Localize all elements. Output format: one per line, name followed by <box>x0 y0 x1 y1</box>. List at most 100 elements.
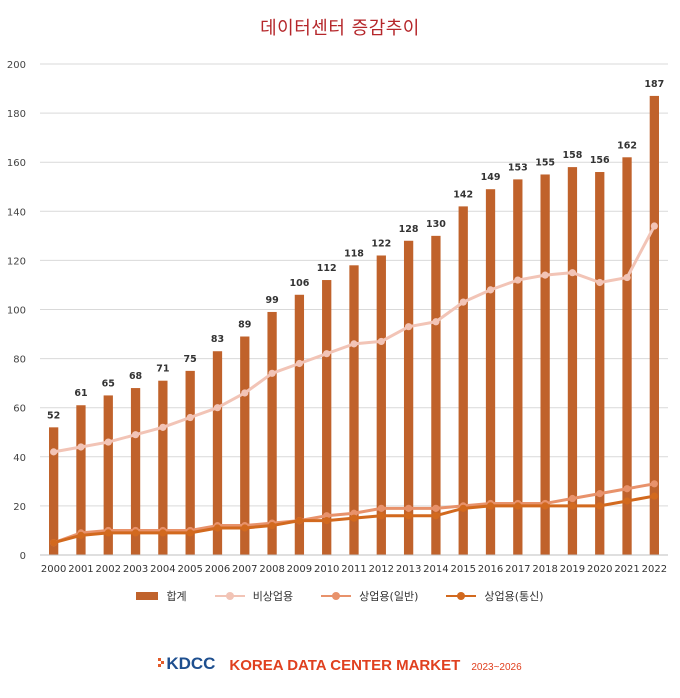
bar-data-label: 162 <box>617 140 637 151</box>
line-series <box>50 222 658 547</box>
bar <box>458 206 468 555</box>
bar <box>49 427 59 555</box>
bar <box>240 336 250 555</box>
series-point-3 <box>323 517 331 525</box>
x-tick-label: 2014 <box>423 564 448 575</box>
x-tick-label: 2016 <box>478 564 503 575</box>
x-tick-label: 2002 <box>96 564 121 575</box>
series-point-3 <box>596 502 604 510</box>
y-tick-label: 200 <box>7 60 26 71</box>
series-point-1 <box>77 443 85 451</box>
series-point-3 <box>241 524 249 532</box>
series-point-3 <box>486 502 495 510</box>
series-point-3 <box>131 529 140 537</box>
bar <box>649 95 659 555</box>
series-point-1 <box>350 340 358 348</box>
series-point-3 <box>104 529 112 537</box>
bar-data-label: 149 <box>481 172 501 183</box>
x-tick-label: 2001 <box>68 564 93 575</box>
x-tick-label: 2020 <box>587 564 612 575</box>
series-point-3 <box>432 512 440 520</box>
bar-data-label: 52 <box>47 410 60 421</box>
bar <box>403 240 414 555</box>
series-point-1 <box>213 404 222 412</box>
x-tick-label: 2004 <box>150 564 175 575</box>
series-point-1 <box>486 286 495 294</box>
y-tick-label: 140 <box>7 207 26 218</box>
bar <box>130 388 141 555</box>
series-point-1 <box>241 389 249 397</box>
y-tick-label: 20 <box>13 502 26 513</box>
x-tick-label: 2006 <box>205 564 230 575</box>
bar <box>322 280 332 555</box>
bar-series <box>49 95 659 556</box>
y-tick-label: 160 <box>7 158 26 169</box>
x-tick-label: 2017 <box>505 564 530 575</box>
legend-item-total: 합계 <box>136 588 187 604</box>
x-tick-label: 2011 <box>341 564 366 575</box>
series-point-2 <box>623 485 631 493</box>
bar-data-label: 158 <box>563 150 583 161</box>
series-point-2 <box>568 494 577 503</box>
series-point-2 <box>650 480 658 488</box>
series-point-3 <box>405 512 413 520</box>
x-tick-label: 2003 <box>123 564 148 575</box>
x-tick-label: 2000 <box>41 564 66 575</box>
x-tick-label: 2021 <box>614 564 639 575</box>
x-tick-label: 2022 <box>642 564 667 575</box>
series-point-3 <box>50 539 58 547</box>
series-point-3 <box>295 517 303 525</box>
bar-data-label: 71 <box>156 364 169 375</box>
series-point-2 <box>432 504 440 512</box>
series-point-1 <box>377 337 385 346</box>
bar <box>595 172 605 555</box>
x-axis-ticks: 2000 2001 2002 2003 2004 2005 2006 2007 2008 2009… <box>40 554 668 575</box>
x-tick-label: 2019 <box>560 564 585 575</box>
series-point-1 <box>131 431 140 439</box>
bar-data-label: 142 <box>453 189 473 200</box>
bar-data-label: 112 <box>317 263 337 274</box>
legend-item-noncommercial: 비상업용 <box>214 588 293 604</box>
series-point-1 <box>568 269 577 277</box>
series-point-1 <box>514 276 522 284</box>
series-point-1 <box>323 350 331 358</box>
bar <box>622 157 632 556</box>
y-tick-label: 180 <box>7 109 26 120</box>
series-point-3 <box>159 529 167 537</box>
series-point-1 <box>104 438 112 446</box>
bar <box>567 167 578 556</box>
series-point-3 <box>350 514 358 522</box>
legend-label-total: 합계 <box>166 590 187 603</box>
x-tick-label: 2009 <box>287 564 312 575</box>
bar-data-label: 128 <box>399 224 419 235</box>
y-tick-label: 80 <box>13 355 26 366</box>
series-point-3 <box>213 524 222 532</box>
bar <box>185 370 195 555</box>
series-point-3 <box>77 531 85 539</box>
legend-swatch-total <box>136 592 159 600</box>
bar-data-label: 68 <box>129 371 143 382</box>
bar-data-label: 75 <box>184 354 197 365</box>
bar-data-label: 106 <box>289 278 309 289</box>
legend-label-commercial-telecom: 상업용(통신) <box>484 590 544 603</box>
x-tick-label: 2010 <box>314 564 339 575</box>
legend-swatch-commercial-general <box>321 591 352 601</box>
series-point-3 <box>268 521 276 530</box>
bar <box>513 179 523 555</box>
chart-title: 데이터센터 증감추이 <box>260 18 420 39</box>
bar <box>267 311 277 555</box>
y-axis-ticks: 0 20 40 60 80 100 120 140 160 180 200 <box>7 60 26 562</box>
series-point-1 <box>295 359 303 368</box>
series-point-3 <box>568 502 577 510</box>
bar <box>540 174 550 555</box>
series-point-2 <box>405 504 413 512</box>
logo-text: KDCC <box>166 654 216 673</box>
footer-brand: KDCC KOREA DATA CENTER MARKET 2023~2026 <box>0 654 680 674</box>
bar <box>349 265 359 555</box>
market-years: 2023~2026 <box>471 661 522 673</box>
series-point-1 <box>541 271 549 279</box>
series-point-3 <box>377 512 385 520</box>
series-point-1 <box>432 318 440 326</box>
series-point-1 <box>159 423 167 431</box>
legend-swatch-commercial-telecom <box>446 591 477 601</box>
